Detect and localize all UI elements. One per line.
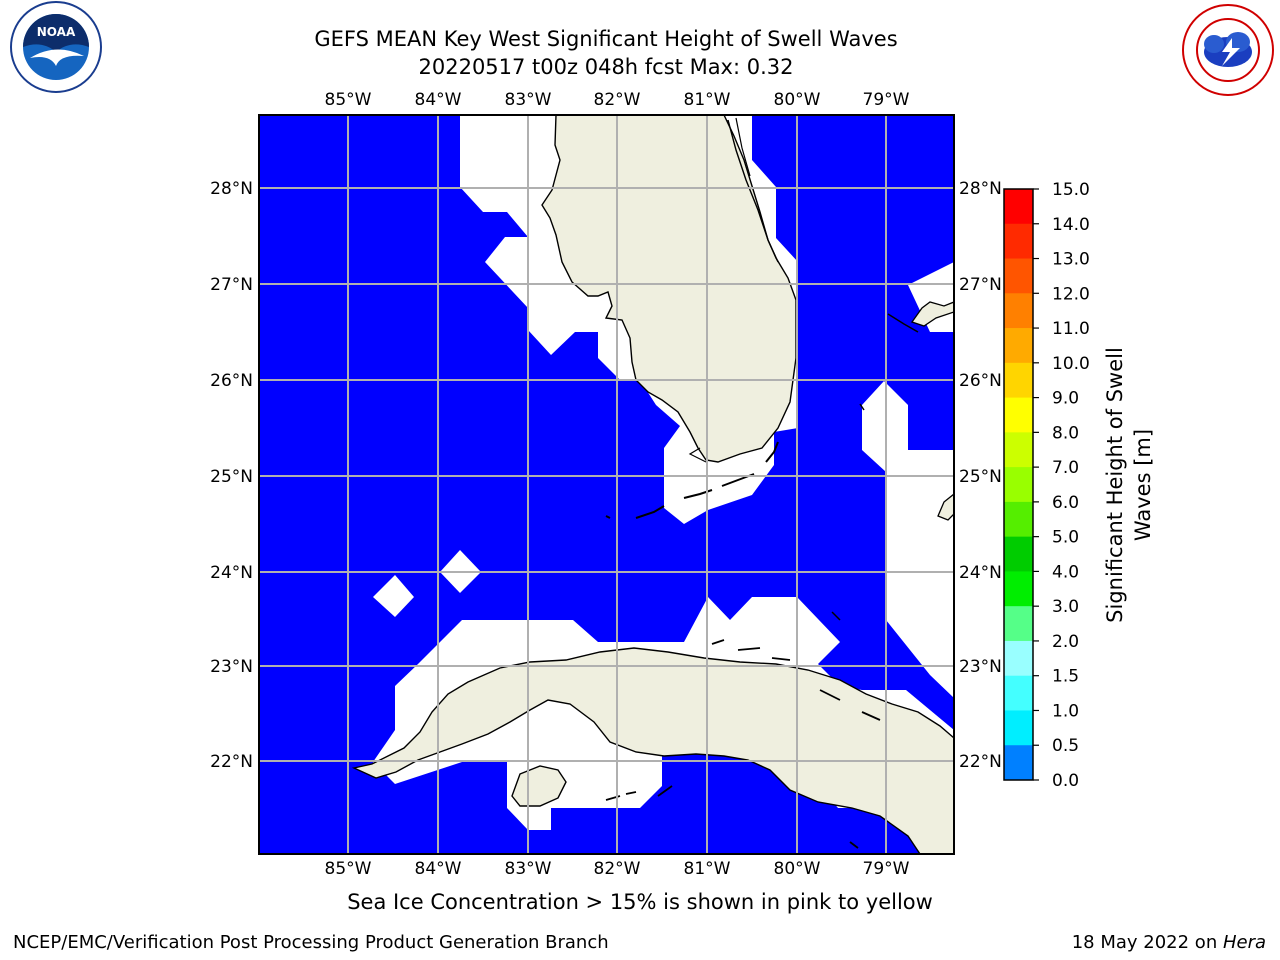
- noaa-logo: NOAA: [10, 1, 102, 93]
- colorbar-swatch: [1004, 328, 1033, 364]
- graticule: [259, 115, 954, 854]
- lat-label-left: 27°N: [210, 275, 253, 295]
- lat-label-right: 28°N: [959, 179, 1002, 199]
- lat-label-left: 28°N: [210, 179, 253, 199]
- colorbar-swatch: [1004, 432, 1033, 468]
- lat-label-left: 23°N: [210, 657, 253, 677]
- svg-text:NOAA: NOAA: [37, 25, 76, 39]
- lat-label-left: 22°N: [210, 752, 253, 772]
- footer-date: 18 May 2022 on Hera: [1072, 932, 1266, 953]
- lon-label-top: 82°W: [594, 90, 641, 110]
- lon-label-top: 83°W: [505, 90, 552, 110]
- lat-label-right: 27°N: [959, 275, 1002, 295]
- colorbar-tick-label: 0.0: [1052, 771, 1079, 791]
- colorbar-swatch: [1004, 606, 1033, 642]
- lon-label-top: 85°W: [325, 90, 372, 110]
- lat-label-left: 24°N: [210, 563, 253, 583]
- colorbar-swatch: [1004, 293, 1033, 329]
- colorbar-swatch: [1004, 571, 1033, 607]
- lon-label-top: 79°W: [863, 90, 910, 110]
- lon-label-bottom: 83°W: [505, 859, 552, 879]
- colorbar-swatch: [1004, 258, 1033, 294]
- sea-ice-note: Sea Ice Concentration > 15% is shown in …: [347, 890, 933, 914]
- colorbar-swatch: [1004, 745, 1033, 781]
- colorbar-tick-label: 10.0: [1052, 354, 1090, 374]
- colorbar-tick-label: 15.0: [1052, 180, 1090, 200]
- colorbar-tick-label: 7.0: [1052, 458, 1079, 478]
- lat-label-right: 24°N: [959, 563, 1002, 583]
- colorbar-label-line1: Significant Height of Swell: [1103, 347, 1127, 623]
- colorbar-swatch: [1004, 536, 1033, 572]
- lon-label-top: 84°W: [415, 90, 462, 110]
- colorbar-tick-label: 5.0: [1052, 528, 1079, 548]
- footer-credit: NCEP/EMC/Verification Post Processing Pr…: [13, 932, 609, 953]
- colorbar-swatch: [1004, 223, 1033, 260]
- colorbar-tick-label: 6.0: [1052, 493, 1079, 513]
- colorbar-swatch: [1004, 397, 1033, 433]
- colorbar-tick-label: 4.0: [1052, 562, 1079, 582]
- lon-label-bottom: 82°W: [594, 859, 641, 879]
- map-frame: [258, 114, 955, 855]
- lat-label-left: 25°N: [210, 467, 253, 487]
- lon-label-bottom: 80°W: [774, 859, 821, 879]
- colorbar-tick-label: 1.5: [1052, 667, 1079, 687]
- lat-label-left: 26°N: [210, 371, 253, 391]
- colorbar-tick-label: 13.0: [1052, 250, 1090, 270]
- colorbar-tick-label: 3.0: [1052, 597, 1079, 617]
- lon-label-bottom: 81°W: [684, 859, 731, 879]
- colorbar-frame: [1003, 188, 1034, 781]
- colorbar-swatch: [1004, 675, 1033, 711]
- colorbar: 15.0 14.0 13.0 12.0 11.0 10.0 9.0 8.0 7.0 6.0 5.0 4…: [1003, 180, 1090, 791]
- lon-label-bottom: 79°W: [863, 859, 910, 879]
- colorbar-tick-label: 11.0: [1052, 319, 1090, 339]
- florida-keys: [605, 441, 779, 519]
- lon-label-top: 81°W: [684, 90, 731, 110]
- colorbar-tick-label: 12.0: [1052, 284, 1090, 304]
- lon-label-top: 80°W: [774, 90, 821, 110]
- colorbar-tick-label: 2.0: [1052, 632, 1079, 652]
- colorbar-swatch: [1004, 501, 1033, 538]
- colorbar-tick-label: 9.0: [1052, 389, 1079, 409]
- colorbar-tick-label: 1.0: [1052, 701, 1079, 721]
- colorbar-swatch: [1004, 467, 1033, 503]
- colorbar-swatch: [1004, 710, 1033, 746]
- lat-label-right: 23°N: [959, 657, 1002, 677]
- lon-label-bottom: 85°W: [325, 859, 372, 879]
- lon-label-bottom: 84°W: [415, 859, 462, 879]
- colorbar-tick-label: 8.0: [1052, 423, 1079, 443]
- colorbar-tick-label: 0.5: [1052, 736, 1079, 756]
- colorbar-swatch: [1004, 362, 1033, 399]
- colorbar-swatch: [1004, 640, 1033, 677]
- lat-label-right: 22°N: [959, 752, 1002, 772]
- colorbar-label-line2: Waves [m]: [1131, 429, 1155, 541]
- isla-juventud: [511, 765, 567, 807]
- colorbar-swatch: [1004, 189, 1033, 225]
- nws-logo: [1182, 4, 1274, 96]
- colorbar-tick-label: 14.0: [1052, 215, 1090, 235]
- lat-label-right: 26°N: [959, 371, 1002, 391]
- chart-title-line2: 20220517 t00z 048h fcst Max: 0.32: [418, 55, 794, 79]
- lat-label-right: 25°N: [959, 467, 1002, 487]
- footer-machine: Hera: [1222, 932, 1266, 953]
- footer-date-text: 18 May 2022 on: [1071, 932, 1223, 953]
- chart-title-line1: GEFS MEAN Key West Significant Height of…: [314, 27, 898, 51]
